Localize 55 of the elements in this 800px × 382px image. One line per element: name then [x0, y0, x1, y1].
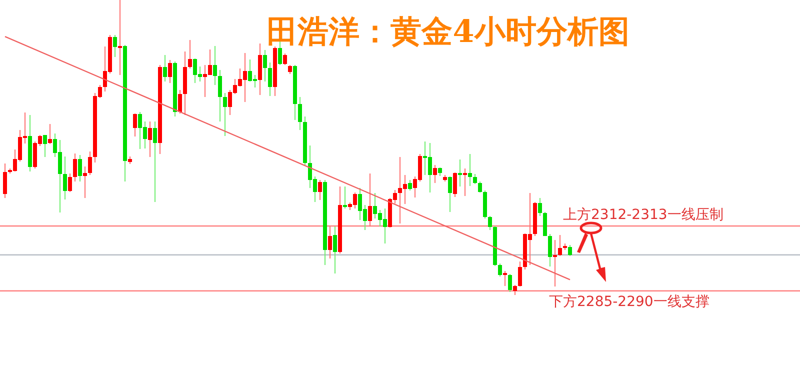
- candlestick: [283, 52, 287, 66]
- candlestick: [448, 176, 452, 212]
- candlestick: [333, 226, 337, 274]
- candlestick: [318, 179, 322, 201]
- candlestick: [498, 262, 502, 278]
- candlestick: [298, 96, 302, 131]
- candlestick: [78, 154, 82, 182]
- candlestick: [148, 121, 152, 158]
- candlestick: [328, 226, 332, 259]
- candlestick: [48, 123, 52, 144]
- candlestick: [3, 162, 7, 199]
- candlestick: [288, 64, 292, 75]
- candlestick: [133, 112, 137, 138]
- candlestick: [543, 211, 547, 236]
- candlestick: [478, 181, 482, 194]
- candlestick: [263, 49, 267, 82]
- ref-line-label: 上方2312-2313一线压制: [563, 206, 724, 223]
- candlestick: [368, 172, 372, 228]
- candlestick: [118, 0, 122, 76]
- candlestick: [268, 62, 272, 96]
- candlestick: [468, 153, 472, 187]
- candlestick: [473, 174, 477, 185]
- candlestick: [223, 92, 227, 136]
- candlestick: [343, 186, 347, 209]
- candlestick: [88, 151, 92, 176]
- candlestick: [168, 59, 172, 84]
- candlestick: [188, 40, 192, 69]
- candlestick: [153, 121, 157, 202]
- candlestick: [458, 158, 462, 188]
- candlestick: [503, 270, 507, 286]
- candlestick: [553, 240, 557, 288]
- candlestick: [63, 156, 67, 200]
- candlestick: [408, 179, 412, 192]
- candlestick: [68, 172, 72, 192]
- candlestick: [113, 34, 117, 58]
- candlestick: [178, 89, 182, 114]
- candlestick: [83, 166, 87, 199]
- candlestick: [558, 234, 562, 257]
- candlestick: [518, 261, 522, 288]
- candlestick: [538, 198, 542, 216]
- candlestick: [163, 54, 167, 82]
- candlestick: [218, 69, 222, 122]
- candlestick: [568, 244, 572, 257]
- text: 田浩洋：黄金4小时分析图: [266, 14, 630, 50]
- candlestick: [508, 274, 512, 292]
- candlestick: [73, 152, 77, 182]
- candlestick: [463, 168, 467, 196]
- candlestick: [513, 284, 517, 296]
- candlestick: [43, 134, 47, 158]
- candlestick: [213, 46, 217, 86]
- candlestick: [433, 164, 437, 184]
- candlestick: [453, 172, 457, 198]
- candlestick: [488, 215, 492, 231]
- ref-line-label: 下方2285-2290一线支撑: [549, 294, 710, 310]
- candlestick: [548, 233, 552, 268]
